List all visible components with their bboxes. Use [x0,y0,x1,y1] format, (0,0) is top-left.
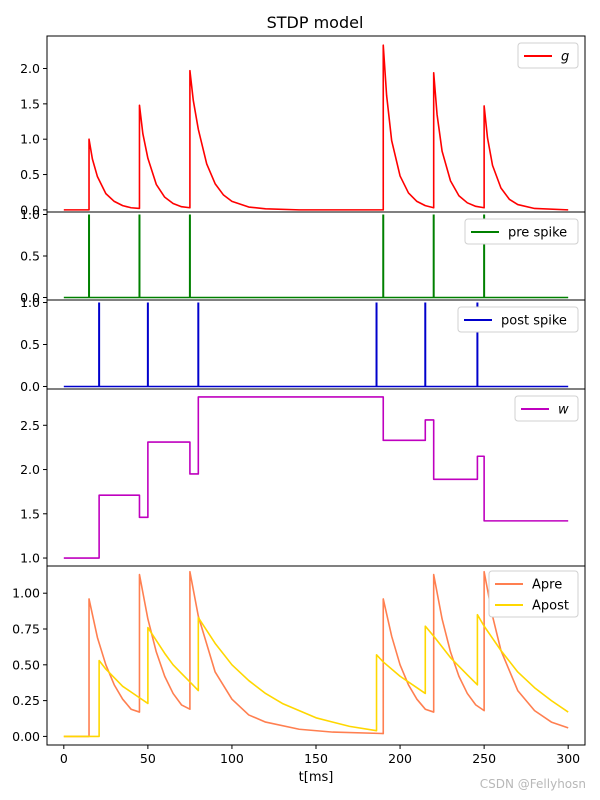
x-tick-label-0: 0 [60,751,68,766]
y-tick-label-w-0: 1.0 [20,551,40,566]
legend-label-g: g [561,50,569,65]
panel-trace: 0.00 0.25 0.50 0.75 1.00 Apre Apost 0 50 100 150 20… [12,565,586,766]
legend-label-apost: Apost [532,599,569,614]
legend-pre: pre spike [464,218,579,245]
y-tick-label-w-1: 1.5 [20,506,40,521]
legend-w: w [514,395,579,422]
panels: 0.0 0.5 1.0 1.5 2.0 g 0.0 0.5 1.0 pre spike 0.0 0.5… [12,35,586,766]
plot-area-w [63,396,569,559]
y-tick-label-g-2: 1.0 [20,132,40,147]
panel-pre: 0.0 0.5 1.0 pre spike [20,207,586,305]
y-tick-label-w-2: 2.0 [20,462,40,477]
x-tick-label-4: 200 [388,751,412,766]
y-tick-label-pre-1: 0.5 [20,249,40,264]
axis-frame-w [46,388,586,567]
legend-box-pre [464,218,579,245]
y-tick-label-post-2: 1.0 [20,295,40,310]
legend-label-apre: Apre [532,578,562,593]
y-tick-label-pre-0: 0.0 [20,290,40,305]
panel-w: 1.0 1.5 2.0 2.5 w [20,388,586,567]
legend-post: post spike [457,306,579,333]
y-tick-label-trace-3: 0.75 [12,622,40,637]
legend-g: g [517,42,579,69]
series-line-w [63,396,569,559]
x-axis-label: t[ms] [299,770,334,785]
y-tick-label-trace-4: 1.00 [12,586,40,601]
y-tick-label-g-4: 2.0 [20,61,40,76]
legend-box-post [457,306,579,333]
legend-label-w: w [558,403,569,418]
series-line-apre [63,570,569,738]
y-tick-label-post-1: 0.5 [20,337,40,352]
y-tick-label-trace-0: 0.00 [12,729,40,744]
chart-title: STDP model [267,13,364,32]
plot-area-trace [63,570,569,738]
x-tick-label-5: 250 [472,751,496,766]
series-line-g [63,44,569,211]
y-tick-label-g-3: 1.5 [20,96,40,111]
axis-frame-g [46,35,586,213]
x-tick-label-6: 300 [556,751,580,766]
watermark: CSDN @Fellyhosn [480,777,586,791]
plot-area-g [63,44,569,211]
y-tick-label-g-1: 0.5 [20,167,40,182]
y-tick-label-post-0: 0.0 [20,379,40,394]
plot-area-post [63,302,569,388]
panel-post: 0.0 0.5 1.0 post spike [20,295,586,394]
y-tick-label-trace-1: 0.25 [12,693,40,708]
legend-label-post-spike: post spike [501,314,567,329]
x-tick-label-1: 50 [140,751,156,766]
y-tick-label-g-0: 0.0 [20,202,40,217]
x-tick-label-2: 100 [220,751,244,766]
panel-g: 0.0 0.5 1.0 1.5 2.0 g [20,35,586,217]
series-line-apost [63,613,569,738]
y-tick-label-pre-2: 1.0 [20,207,40,222]
x-tick-label-3: 150 [304,751,328,766]
y-tick-label-trace-2: 0.50 [12,657,40,672]
legend-trace: Apre Apost [488,570,579,618]
legend-label-pre-spike: pre spike [508,226,567,241]
y-tick-label-w-3: 2.5 [20,418,40,433]
